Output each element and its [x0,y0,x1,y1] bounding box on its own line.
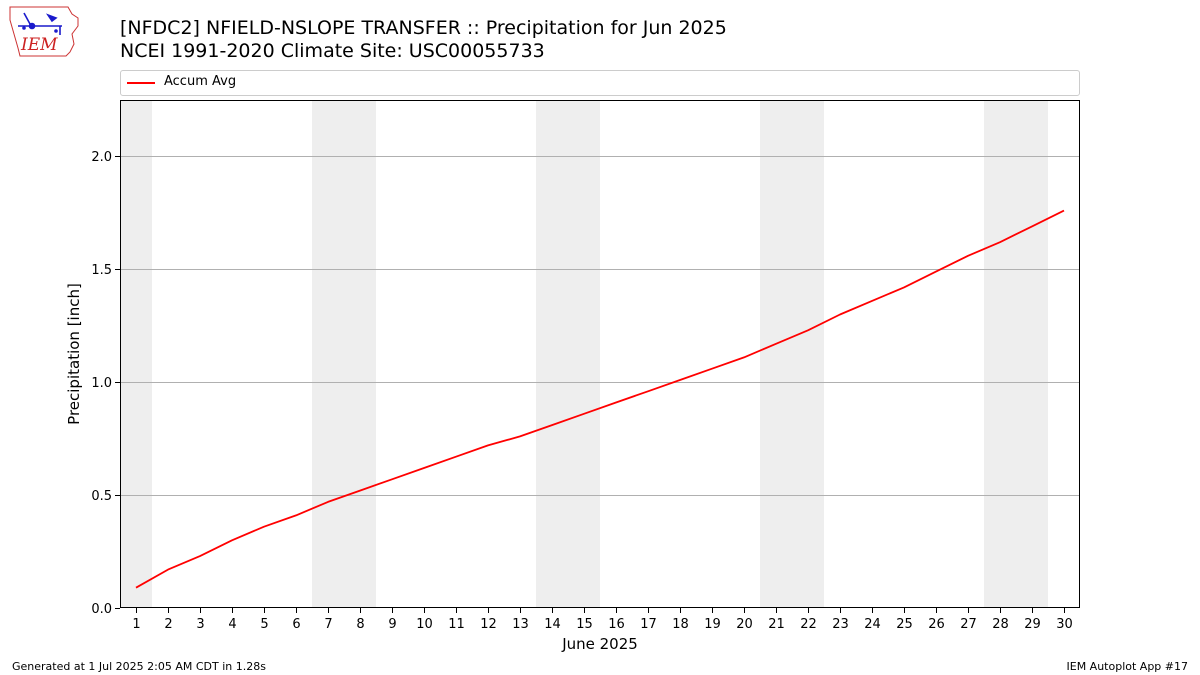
weather-station-icon [18,12,62,35]
x-tick-label: 20 [736,617,753,632]
legend-swatch-accum-avg [127,82,155,84]
x-tick-label: 24 [864,617,881,632]
y-tick-label: 1.0 [91,376,112,391]
x-tick-label: 7 [324,617,332,632]
x-tick-label: 23 [832,617,849,632]
iem-logo: IEM [9,6,79,57]
y-axis-label: Precipitation [inch] [65,283,83,425]
weekend-band-3 [536,100,600,608]
legend-label-accum-avg: Accum Avg [164,74,237,89]
x-tick-label: 28 [992,617,1009,632]
x-tick-label: 2 [164,617,172,632]
x-tick-label: 12 [480,617,497,632]
x-tick-label: 14 [544,617,561,632]
x-tick-label: 9 [388,617,396,632]
x-tick-label: 22 [800,617,817,632]
x-tick-label: 15 [576,617,593,632]
y-tick-label: 0.0 [91,602,112,617]
weekend-band-2 [312,100,376,608]
weekend-band-5 [984,100,1048,608]
weekend-band-4 [760,100,824,608]
plot-frame [120,100,1080,608]
x-tick-label: 26 [928,617,945,632]
x-tick-label: 19 [704,617,721,632]
chart-subtitle: NCEI 1991-2020 Climate Site: USC00055733 [120,40,545,62]
x-tick-label: 25 [896,617,913,632]
x-tick-label: 17 [640,617,657,632]
x-axis-label: June 2025 [561,635,638,653]
x-tick-label: 18 [672,617,689,632]
x-tick-label: 11 [448,617,465,632]
x-tick-label: 10 [416,617,433,632]
y-tick-label: 0.5 [91,489,112,504]
footer-generated-note: Generated at 1 Jul 2025 2:05 AM CDT in 1… [12,660,266,673]
x-tick-label: 30 [1056,617,1073,632]
chart-title: [NFDC2] NFIELD-NSLOPE TRANSFER :: Precip… [120,17,727,39]
x-tick-label: 21 [768,617,785,632]
iowa-outline-icon [9,6,79,57]
x-tick-label: 13 [512,617,529,632]
weekend-band-1 [120,100,152,608]
series-line-accum-avg [135,209,1065,589]
y-tick-label: 1.5 [91,263,112,278]
x-tick-label: 29 [1024,617,1041,632]
logo-text: IEM [20,35,58,55]
x-tick-label: 16 [608,617,625,632]
legend: Accum Avg [120,70,1080,96]
x-tick-label: 5 [260,617,268,632]
footer-app-id: IEM Autoplot App #17 [1066,660,1189,673]
x-tick-label: 27 [960,617,977,632]
x-tick-label: 6 [292,617,300,632]
x-tick-label: 3 [196,617,204,632]
x-tick-label: 8 [356,617,364,632]
y-tick-label: 2.0 [91,150,112,165]
x-tick-label: 1 [132,617,140,632]
x-tick-label: 4 [228,617,236,632]
